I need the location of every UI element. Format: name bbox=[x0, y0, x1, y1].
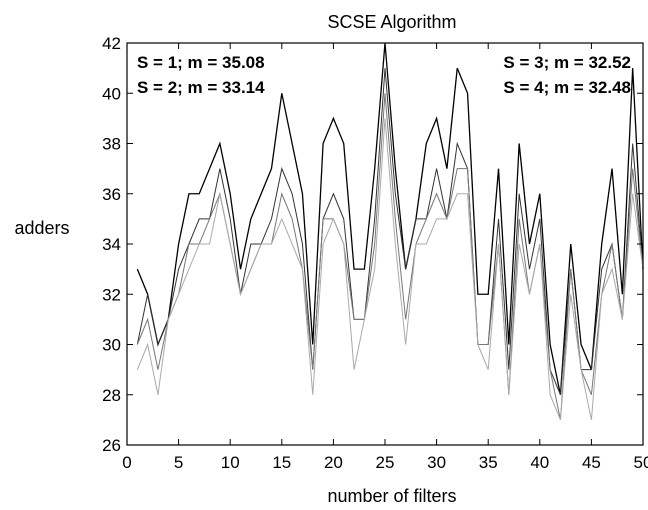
y-tick-label: 34 bbox=[102, 235, 121, 254]
x-tick-label: 20 bbox=[324, 453, 343, 472]
annotation-label: S = 3; m = 32.52 bbox=[503, 53, 631, 72]
x-tick-label: 50 bbox=[634, 453, 648, 472]
y-tick-label: 36 bbox=[102, 185, 121, 204]
series-line-2 bbox=[136, 68, 644, 395]
y-tick-label: 40 bbox=[102, 84, 121, 103]
y-tick-label: 30 bbox=[102, 336, 121, 355]
x-tick-label: 35 bbox=[479, 453, 498, 472]
x-tick-label: 5 bbox=[174, 453, 183, 472]
chart-title: SCSE Algorithm bbox=[327, 12, 456, 32]
y-tick-label: 42 bbox=[102, 34, 121, 53]
y-tick-label: 32 bbox=[102, 285, 121, 304]
series-line-1 bbox=[136, 42, 644, 395]
annotation-label: S = 4; m = 32.48 bbox=[503, 78, 631, 97]
x-tick-label: 45 bbox=[582, 453, 601, 472]
x-tick-label: 15 bbox=[272, 453, 291, 472]
x-tick-label: 10 bbox=[221, 453, 240, 472]
x-tick-label: 40 bbox=[530, 453, 549, 472]
x-tick-label: 25 bbox=[376, 453, 395, 472]
plot-area: 0 5 10 15 20 25 30 35 40 45 50 26 28 30 32 34 36 38 40 42 S … bbox=[102, 34, 648, 472]
annotation-label: S = 1; m = 35.08 bbox=[137, 53, 265, 72]
x-axis-label: number of filters bbox=[327, 486, 456, 506]
y-tick-label: 28 bbox=[102, 386, 121, 405]
y-axis-label: adders bbox=[14, 218, 69, 238]
x-tick-label: 0 bbox=[122, 453, 131, 472]
x-tick-label: 30 bbox=[427, 453, 446, 472]
y-tick-label: 38 bbox=[102, 135, 121, 154]
series-line-4 bbox=[136, 118, 644, 421]
annotation-label: S = 2; m = 33.14 bbox=[137, 78, 265, 97]
y-tick-label: 26 bbox=[102, 436, 121, 455]
